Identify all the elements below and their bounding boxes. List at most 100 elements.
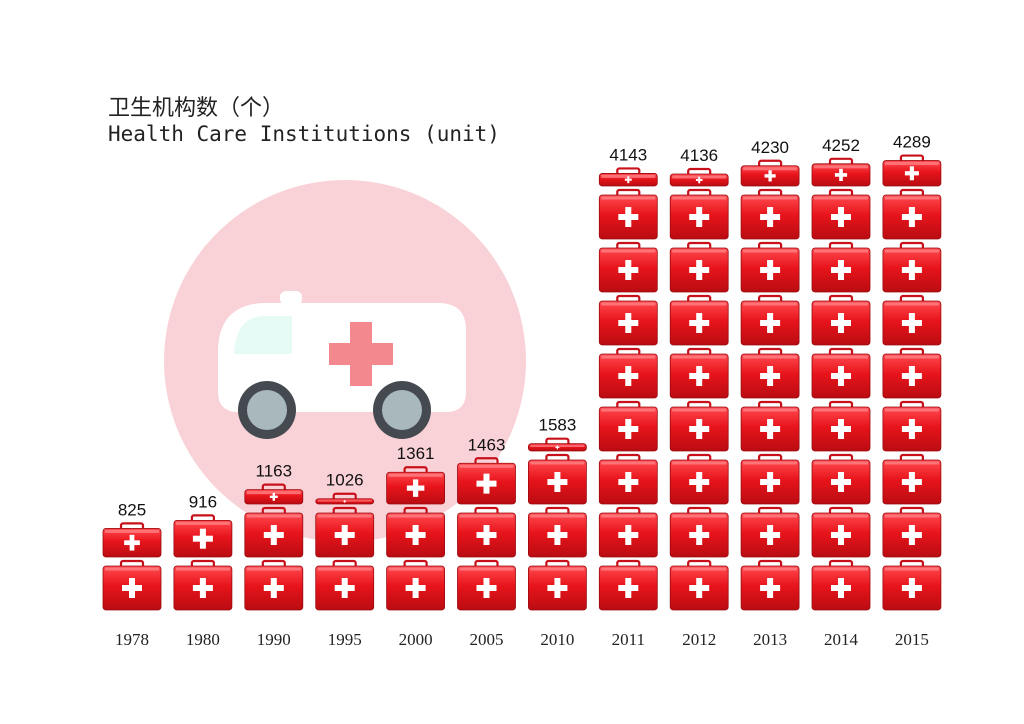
kit-icon	[598, 559, 658, 611]
kit-icon-partial	[173, 514, 233, 558]
kit-icon	[811, 453, 871, 505]
kit-icon	[740, 400, 800, 452]
kit-icon	[882, 347, 942, 399]
kit-icon-partial	[315, 492, 375, 505]
ambulance-hub-rear	[382, 390, 422, 430]
bar-1980	[173, 514, 233, 611]
kit-icon	[598, 453, 658, 505]
ambulance-hub-front	[247, 390, 287, 430]
kit-icon	[740, 188, 800, 240]
kit-icon	[315, 559, 375, 611]
value-label: 4136	[680, 146, 718, 165]
ambulance-cross-icon	[329, 322, 393, 386]
kit-icon	[598, 400, 658, 452]
value-label: 1026	[326, 471, 364, 490]
year-label: 2012	[682, 630, 716, 649]
kit-icon-partial	[457, 457, 516, 505]
value-label: 4289	[893, 133, 931, 152]
bar-2012	[669, 167, 729, 611]
kit-icon-partial	[740, 159, 800, 187]
kit-icon	[669, 559, 729, 611]
kit-icon	[882, 506, 942, 558]
chart-title-en: Health Care Institutions (unit)	[108, 122, 500, 146]
kit-icon	[669, 400, 729, 452]
ambulance-siren	[280, 291, 302, 305]
bar-2014	[811, 157, 871, 611]
kit-icon-partial	[386, 466, 446, 505]
bar-2013	[740, 159, 800, 611]
kit-icon	[102, 559, 162, 611]
kit-icon	[244, 559, 304, 611]
kit-icon	[669, 506, 729, 558]
value-label: 4230	[751, 138, 789, 157]
kit-icon	[457, 506, 516, 558]
kit-icon	[811, 347, 871, 399]
kit-icon	[386, 559, 446, 611]
kit-icon	[528, 453, 587, 505]
year-label: 2015	[895, 630, 929, 649]
kit-icon	[244, 506, 304, 558]
kit-icon	[315, 506, 375, 558]
kit-icon	[598, 241, 658, 293]
kit-icon	[811, 188, 871, 240]
kit-icon	[669, 453, 729, 505]
kit-icon	[882, 400, 942, 452]
kit-icon-partial	[102, 522, 162, 558]
kit-icon	[811, 241, 871, 293]
kit-icon-partial	[598, 167, 658, 187]
kit-icon	[598, 294, 658, 346]
kit-icon	[669, 188, 729, 240]
kit-icon	[740, 241, 800, 293]
kit-icon	[598, 188, 658, 240]
kit-icon	[740, 453, 800, 505]
year-label: 2010	[540, 630, 574, 649]
year-label: 2013	[753, 630, 787, 649]
year-label: 1978	[115, 630, 149, 649]
ambulance-window	[234, 316, 292, 354]
kit-icon	[669, 241, 729, 293]
bar-2015	[882, 154, 942, 611]
ambulance-illustration	[164, 180, 526, 542]
bar-2005	[457, 457, 516, 611]
year-label: 2011	[612, 630, 645, 649]
kit-icon	[598, 506, 658, 558]
kit-icon	[528, 559, 587, 611]
value-label: 1163	[256, 462, 293, 481]
bar-2000	[386, 466, 446, 611]
kit-icon	[528, 506, 587, 558]
value-label: 1463	[468, 435, 506, 454]
value-label: 1361	[397, 444, 435, 463]
kit-icon	[386, 506, 446, 558]
kit-icon	[882, 294, 942, 346]
value-label: 4143	[609, 145, 647, 164]
year-label: 1990	[257, 630, 291, 649]
value-label: 916	[189, 492, 217, 511]
kit-icon	[882, 559, 942, 611]
kit-icon	[811, 294, 871, 346]
bar-1995	[315, 492, 375, 611]
kit-icon	[882, 241, 942, 293]
year-label: 2000	[399, 630, 433, 649]
kit-icon-partial	[811, 157, 871, 187]
pictogram-bars: 825 1978 916 1980 1163 1990 1026 1995 1361 2000 14…	[102, 133, 942, 649]
bar-1978	[102, 522, 162, 611]
kit-icon	[740, 294, 800, 346]
kit-icon	[740, 559, 800, 611]
bar-2011	[598, 167, 658, 611]
kit-icon	[457, 559, 516, 611]
year-label: 2005	[470, 630, 504, 649]
bar-2010	[528, 437, 587, 611]
kit-icon	[882, 188, 942, 240]
kit-icon-partial	[669, 167, 729, 187]
kit-icon	[740, 506, 800, 558]
chart-title-zh: 卫生机构数（个）	[108, 96, 285, 121]
kit-icon-partial	[882, 154, 942, 187]
kit-icon	[811, 400, 871, 452]
kit-icon-partial	[244, 483, 304, 505]
year-label: 2014	[824, 630, 859, 649]
value-label: 1583	[538, 416, 576, 435]
kit-icon	[669, 294, 729, 346]
bar-1990	[244, 483, 304, 611]
kit-icon	[811, 559, 871, 611]
